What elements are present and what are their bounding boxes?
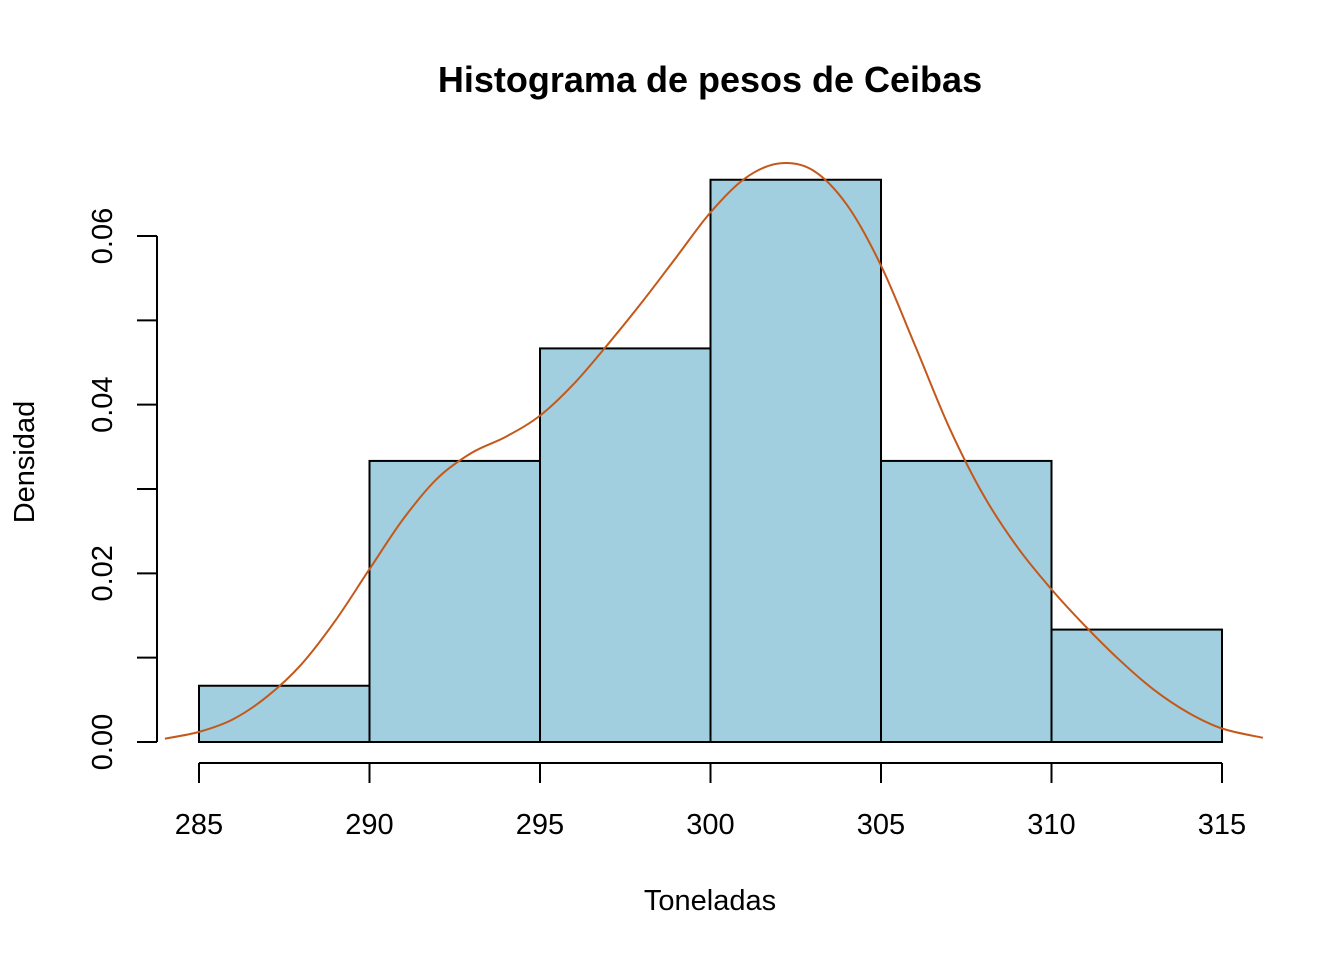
x-axis: 285 290 295 300 305 310 315 [175,762,1246,841]
y-tick-label: 0.04 [87,376,119,432]
x-tick-label: 285 [175,809,223,841]
y-axis-label: Densidad [9,401,41,524]
x-tick-label: 300 [686,809,734,841]
histogram-bar-305-310 [880,459,1053,743]
y-tick-label: 0.06 [87,208,119,264]
density-curve [164,161,1264,740]
x-axis-label: Toneladas [644,885,776,917]
density-curve-layer [164,161,1264,740]
x-tick-label: 315 [1198,809,1246,841]
x-tick-label: 295 [516,809,564,841]
x-tick-label: 310 [1027,809,1075,841]
histogram-bar-295-300 [539,347,712,743]
x-tick-label: 305 [857,809,905,841]
histogram-bar-300-305 [709,178,882,743]
histogram-bars [198,178,1223,744]
histogram-bar-285-290 [198,684,371,744]
y-tick-label: 0.02 [87,545,119,601]
histogram-bar-310-315 [1050,628,1223,744]
histogram-bar-290-295 [368,459,541,743]
y-axis: 0.00 0.02 0.04 0.06 [87,208,158,770]
chart-title: Histograma de pesos de Ceibas [438,59,982,100]
y-tick-label: 0.00 [87,714,119,770]
x-tick-label: 290 [345,809,393,841]
